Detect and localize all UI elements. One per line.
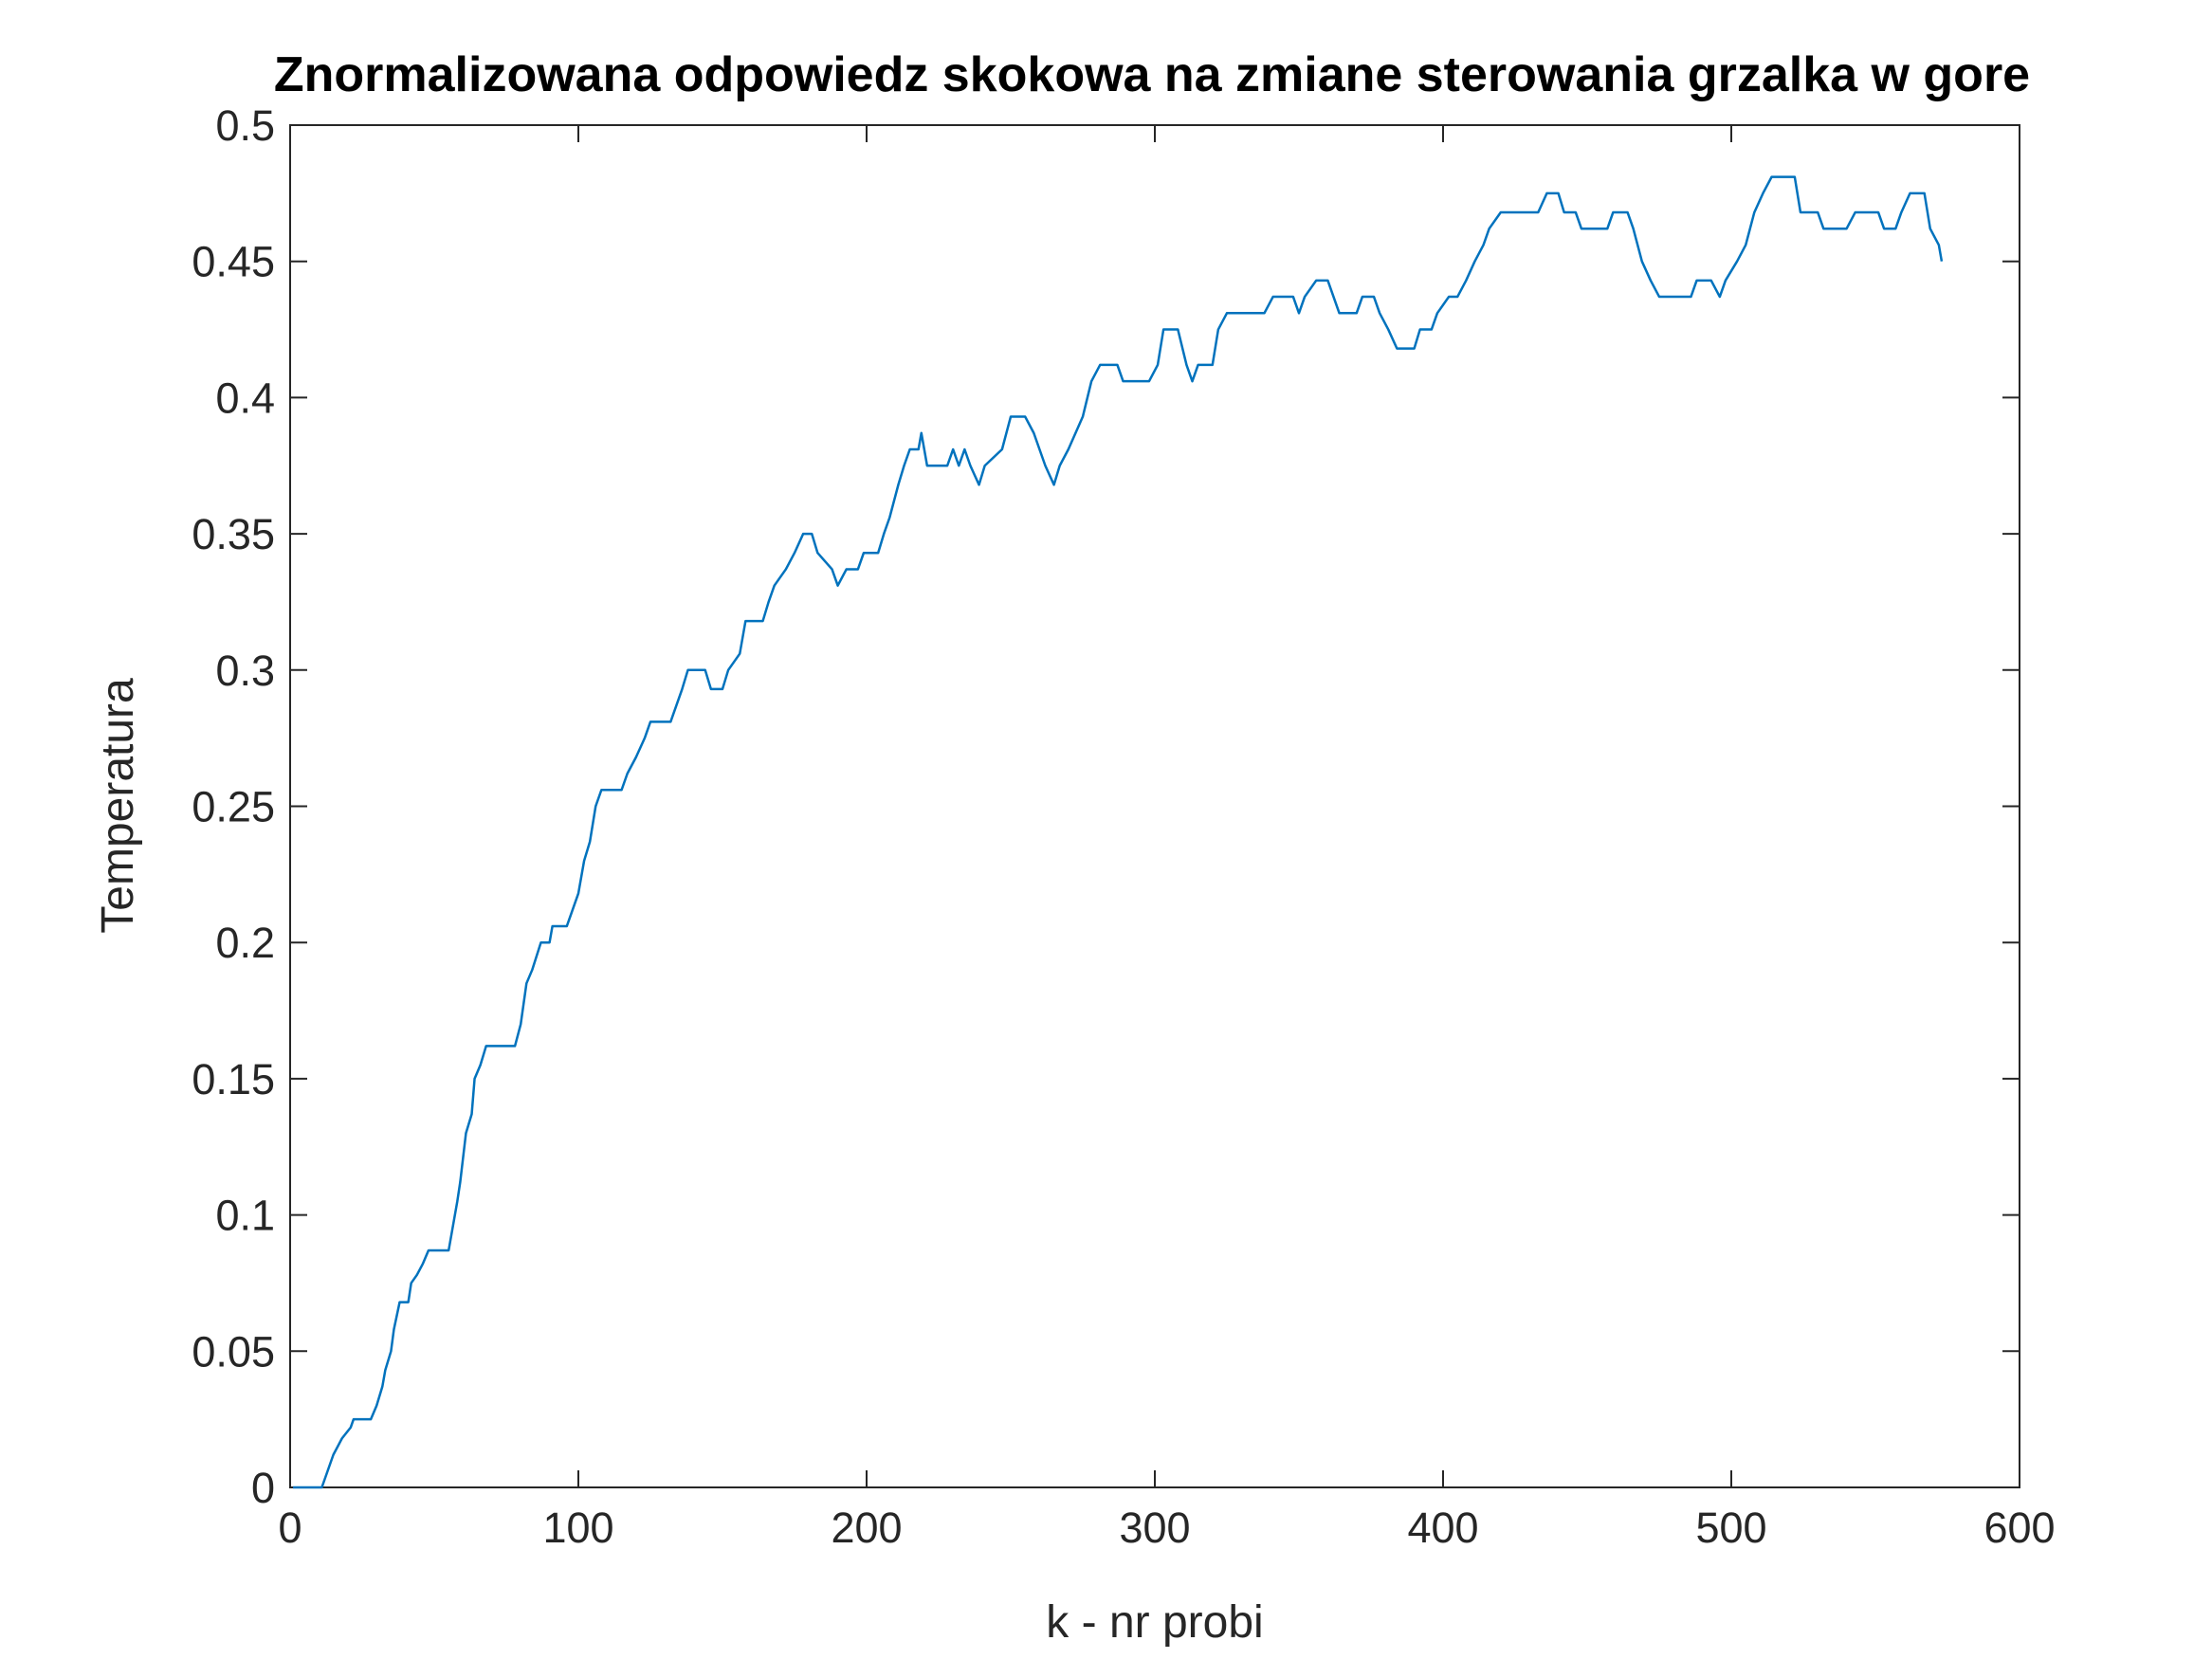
x-tick-label: 600 — [1983, 1504, 2055, 1552]
x-tick-label: 200 — [831, 1504, 902, 1552]
y-tick-label: 0.05 — [192, 1327, 275, 1376]
plot-box — [289, 124, 2020, 1488]
x-tick-label: 300 — [1119, 1504, 1190, 1552]
y-axis-label: Temperatura — [93, 678, 143, 934]
y-tick-label: 0.4 — [215, 374, 275, 422]
x-tick-label: 400 — [1407, 1504, 1478, 1552]
y-tick-label: 0.2 — [215, 919, 275, 967]
y-tick-label: 0.1 — [215, 1192, 275, 1240]
y-tick-label: 0.5 — [215, 101, 275, 150]
y-tick-label: 0.25 — [192, 783, 275, 831]
y-tick-label: 0 — [251, 1464, 275, 1512]
chart-title: Znormalizowana odpowiedz skokowa na zmia… — [274, 47, 2030, 102]
y-tick-label: 0.35 — [192, 510, 275, 558]
data-line — [293, 175, 1944, 1489]
y-tick-label: 0.3 — [215, 647, 275, 695]
x-tick-label: 500 — [1695, 1504, 1766, 1552]
x-tick-label: 0 — [278, 1504, 302, 1552]
x-tick-label: 100 — [542, 1504, 613, 1552]
y-tick-label: 0.45 — [192, 238, 275, 286]
x-axis-label: k - nr probi — [1046, 1597, 1263, 1648]
y-tick-label: 0.15 — [192, 1055, 275, 1103]
